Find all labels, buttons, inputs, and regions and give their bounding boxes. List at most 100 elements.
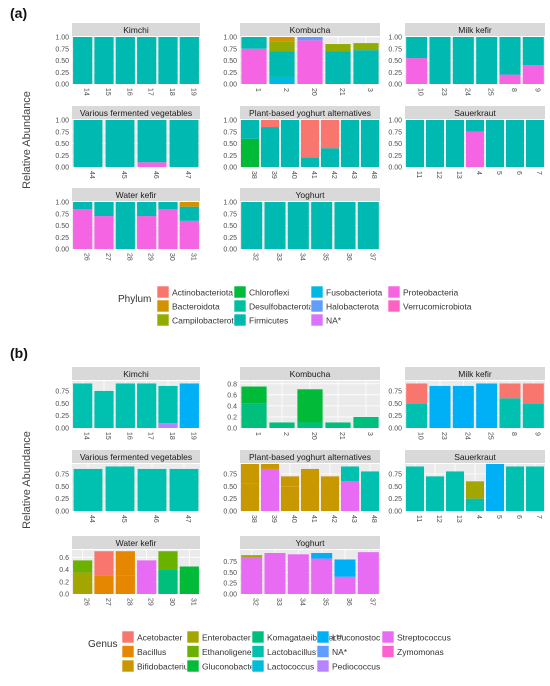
bar-segment [466,131,484,167]
y-tick-label: 0.50 [388,141,402,148]
legend-swatch [251,645,265,658]
bar-segment [105,466,135,511]
y-tick-label: 0.6 [227,392,237,399]
legend-swatch [387,285,401,299]
bar-segment [297,40,323,84]
y-tick-label: 0.50 [223,58,237,65]
bar-segment [241,202,263,249]
x-tick-label: 29 [147,253,154,261]
bar-segment [169,468,199,511]
x-tick-label: 25 [487,432,494,440]
facet-title: Sauerkraut [454,452,496,462]
panel-label-a: (a) [10,5,27,21]
y-tick-label: 0.50 [388,401,402,408]
bar-segment [241,48,267,84]
bar-segment [297,422,323,428]
x-tick-label: 30 [168,598,175,606]
legend-item: Ethanoligenens [202,647,261,657]
bar-segment [137,468,167,511]
legend-item: Komagataeibacter** [267,633,343,643]
y-tick-label: 0.00 [55,426,69,433]
facet-title: Kimchi [123,369,149,379]
x-tick-label: 38 [250,171,257,179]
y-tick-label: 0.50 [55,58,69,65]
bar-segment [158,551,178,570]
y-tick-label: 0.75 [223,471,237,478]
x-tick-label: 37 [368,253,375,261]
bar-segment [269,37,295,42]
bar-segment [241,555,263,558]
bar-segment [506,120,524,167]
bar-segment [158,209,178,249]
bar-segment [311,558,333,594]
x-tick-label: 33 [275,253,282,261]
y-tick-label: 0.25 [55,496,69,503]
x-tick-label: 19 [189,88,196,96]
facet-strip [240,536,380,549]
legend-title: Phylum [118,294,151,305]
y-tick-label: 0.25 [388,413,402,420]
x-tick-label: 20 [310,88,317,96]
x-tick-label: 18 [168,88,175,96]
y-tick-label: 0.50 [223,223,237,230]
y-axis-label-b: Relative Abundance [21,431,33,529]
legend-swatch [121,630,135,644]
x-tick-label: 1 [254,432,261,436]
y-tick-label: 0.25 [223,581,237,588]
legend-swatch [233,285,247,299]
bar-segment [499,383,521,399]
x-tick-label: 14 [83,88,90,96]
bar-segment [486,464,504,511]
x-tick-label: 2 [282,88,289,92]
bar-segment [466,481,484,499]
legend-swatch [233,299,247,313]
legend-swatch [310,285,324,299]
y-tick-label: 0.0 [59,592,69,599]
legend-item: Acetobacter [137,633,183,643]
x-tick-label: 47 [184,515,191,523]
legend-item: Streptococcus [397,633,451,643]
bar-segment [179,220,199,249]
y-tick-label: 0.25 [388,153,402,160]
bar-segment [94,216,114,249]
bar-segment [94,575,114,594]
y-tick-label: 1.00 [223,35,237,42]
bar-segment [357,552,379,594]
bar-segment [115,37,135,84]
y-tick-label: 0.00 [388,82,402,89]
facet: Various fermented vegetables 0.00 0.25 0.50… [55,450,200,523]
y-tick-label: 0.75 [388,471,402,478]
bar-segment [526,120,544,167]
x-tick-label: 43 [350,515,357,523]
x-tick-label: 38 [250,515,257,523]
y-tick-label: 0.50 [388,58,402,65]
bar-segment [325,422,351,428]
x-tick-label: 4 [475,515,482,519]
y-tick-label: 0.00 [223,165,237,172]
plot-background [240,550,380,594]
bar-segment [137,37,157,84]
y-tick-label: 0.75 [55,46,69,53]
legend-item: Leuconostoc [332,633,381,643]
x-tick-label: 26 [83,253,90,261]
legend-item: Lactococcus [267,662,314,672]
facet: Kimchi 0.00 0.25 0.50 0.75 14 15 16 17 18 19 [55,367,200,440]
x-tick-label: 17 [147,432,154,440]
bar-segment [137,560,157,594]
facet: Water kefir 0.0 0.2 0.4 0.6 26 27 28 29 30 31 [59,536,200,606]
bar-segment [241,464,259,484]
bar-segment [269,422,295,428]
bar-segment [158,385,178,424]
x-tick-label: 43 [350,171,357,179]
facet-title: Sauerkraut [454,108,496,118]
bar-segment [406,383,428,404]
facet: Milk kefir 0.00 0.25 0.50 0.75 10 23 24 25 8 9 [388,367,545,440]
facet-strip [240,106,380,119]
bar-segment [341,120,359,167]
bar-segment [406,37,428,59]
y-tick-label: 0.25 [223,70,237,77]
x-tick-label: 24 [463,88,470,96]
legend-swatch [156,313,170,327]
bar-segment [105,120,135,167]
facet: Sauerkraut 0.00 0.25 0.50 0.75 11 12 13 4 5 6 7 [388,450,545,523]
